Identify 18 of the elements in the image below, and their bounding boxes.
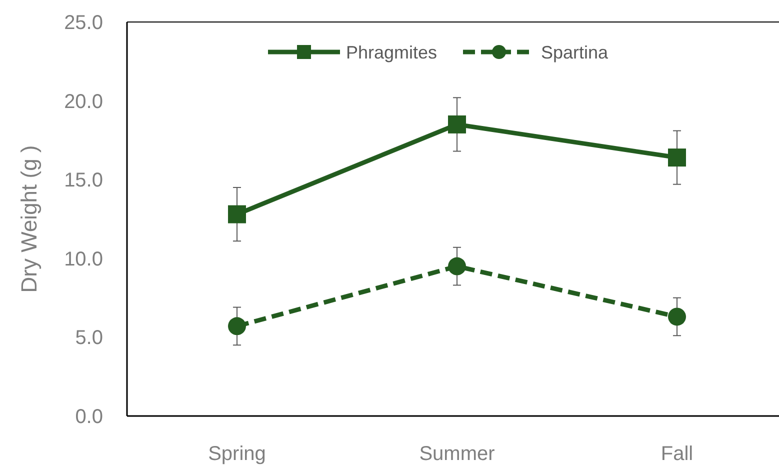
point: [668, 148, 686, 167]
y-axis-title: Dry Weight (g ): [16, 145, 42, 293]
x-tick-label: Summer: [419, 443, 496, 465]
y-tick-label: 20.0: [64, 90, 103, 113]
y-tick-label: 5.0: [75, 327, 103, 350]
legend-label: Spartina: [541, 42, 610, 62]
point: [668, 308, 686, 326]
point: [448, 115, 466, 134]
point: [228, 205, 246, 224]
y-tick-label: 15.0: [64, 170, 103, 192]
y-tick-label: 0.0: [75, 406, 103, 428]
point: [448, 257, 466, 276]
y-tick-label: 10.0: [64, 248, 103, 270]
x-tick-label: Fall: [660, 443, 694, 465]
y-tick-label: 25.0: [64, 12, 103, 34]
point: [228, 317, 246, 336]
x-tick-label: Spring: [208, 443, 266, 465]
legend-label: Phragmites: [346, 42, 438, 62]
